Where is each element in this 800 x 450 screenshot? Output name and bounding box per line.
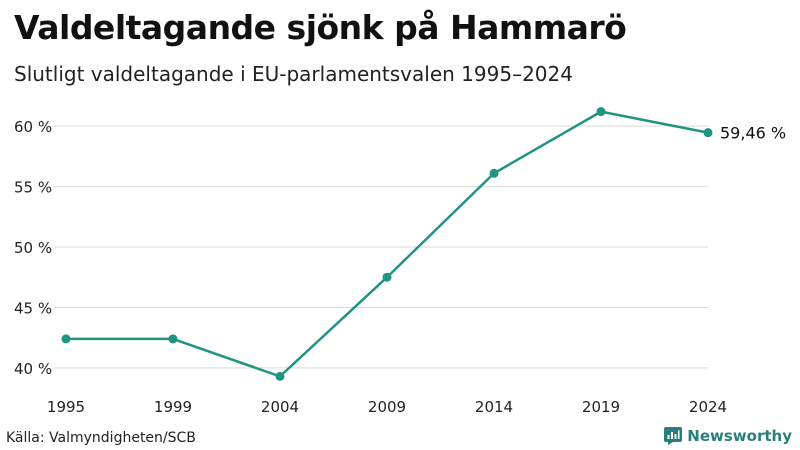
data-point [61,334,71,344]
x-tick-label: 2004 [261,398,299,416]
y-tick-label: 45 % [14,299,52,317]
data-point [596,107,606,117]
data-point [703,128,713,138]
y-tick-label: 40 % [14,360,52,378]
x-tick-label: 2019 [582,398,620,416]
end-value-label: 59,46 % [720,124,786,143]
data-point [489,168,499,178]
x-tick-label: 2024 [689,398,727,416]
x-tick-label: 2014 [475,398,513,416]
y-tick-label: 55 % [14,179,52,197]
data-point [382,272,392,282]
chart-title: Valdeltagande sjönk på Hammarö [14,8,627,47]
x-tick-label: 1995 [47,398,85,416]
newsworthy-logo-icon [664,427,683,445]
y-tick-label: 50 % [14,239,52,257]
series-line [66,110,709,378]
data-point [275,371,285,381]
y-tick-label: 60 % [14,118,52,136]
source-note: Källa: Valmyndigheten/SCB [6,430,196,446]
brand-logo: Newsworthy [664,427,792,445]
brand-name: Newsworthy [687,427,792,445]
x-tick-label: 1999 [154,398,192,416]
x-tick-label: 2009 [368,398,406,416]
chart-subtitle: Slutligt valdeltagande i EU-parlamentsva… [14,62,573,86]
data-point [168,334,178,344]
